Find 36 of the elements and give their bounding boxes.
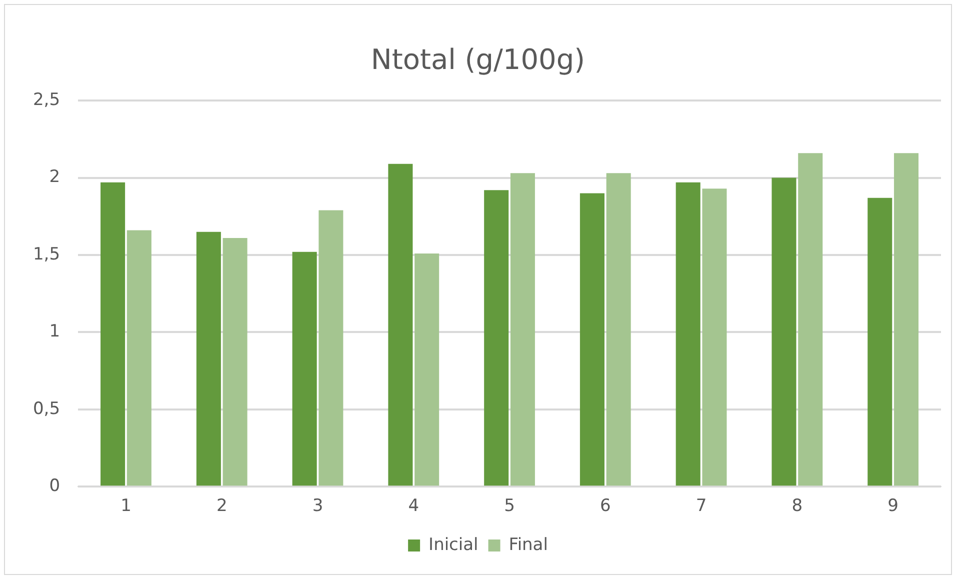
x-tick-label: 8 (792, 496, 803, 516)
bar (388, 164, 413, 486)
x-tick-label: 1 (120, 496, 132, 516)
bar (510, 173, 535, 486)
bar (798, 153, 823, 486)
bar (894, 153, 919, 486)
bar (772, 178, 796, 486)
x-tick-label: 9 (888, 496, 898, 516)
x-tick-label: 7 (696, 496, 707, 516)
bar (414, 253, 440, 486)
bar (318, 210, 344, 486)
bar (196, 232, 221, 486)
bar (702, 188, 727, 486)
y-tick-label: 0 (49, 476, 60, 496)
x-tick-label: 3 (312, 496, 324, 516)
bar (868, 198, 892, 486)
bar (606, 173, 631, 486)
y-tick-label: 1 (49, 322, 60, 342)
y-tick-label: 2,5 (32, 90, 60, 110)
bar (100, 182, 126, 486)
bar (676, 182, 700, 486)
legend-label: Final (508, 534, 548, 555)
bar (222, 238, 248, 486)
x-tick-label: 2 (216, 496, 228, 516)
y-tick-label: 1,5 (32, 244, 60, 264)
bar (126, 230, 152, 486)
x-tick-label: 6 (600, 496, 611, 516)
bar (484, 190, 509, 486)
y-tick-label: 0,5 (32, 398, 60, 419)
y-tick-label: 2 (49, 167, 60, 188)
bar (580, 193, 604, 486)
bar (292, 252, 317, 486)
x-tick-label: 5 (504, 496, 515, 516)
chart-title: Ntotal (g/100g) (370, 43, 586, 76)
x-tick-label: 4 (408, 496, 420, 516)
legend-label: Inicial (428, 534, 478, 555)
